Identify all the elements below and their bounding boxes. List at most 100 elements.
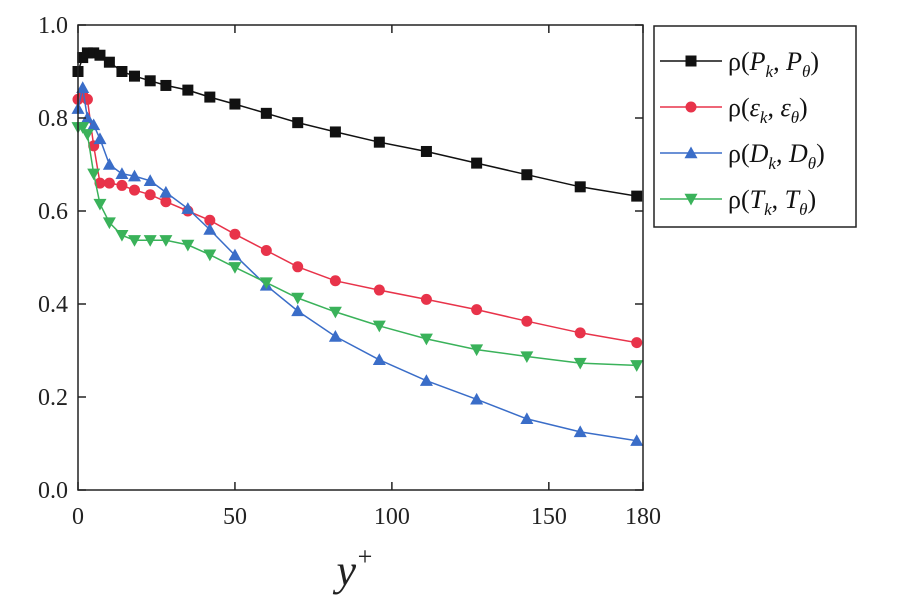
- x-tick-label: 150: [531, 504, 567, 530]
- data-point: [573, 357, 587, 370]
- data-point: [80, 129, 94, 141]
- data-point: [684, 193, 698, 206]
- data-point: [76, 81, 90, 93]
- series-1: [72, 47, 643, 202]
- x-tick-label: 180: [625, 504, 661, 530]
- data-point: [115, 229, 129, 242]
- data-point: [160, 196, 172, 208]
- data-point: [292, 117, 304, 129]
- x-axis-label: y+: [332, 542, 373, 595]
- plot-area: [71, 47, 644, 446]
- legend-item: ρ(Dk, Dθ): [660, 139, 825, 173]
- data-point: [372, 320, 386, 333]
- data-point: [373, 284, 385, 296]
- axes: 0 50 100 150 180 0.0 0.2 0.4 0.6 0.8 1.0 y+: [38, 13, 661, 595]
- data-point: [76, 122, 90, 134]
- data-point: [87, 168, 101, 181]
- data-point: [292, 261, 304, 273]
- data-point: [328, 306, 342, 319]
- series-line: [78, 126, 637, 367]
- data-point: [102, 217, 116, 230]
- data-point: [93, 198, 107, 211]
- data-point: [420, 145, 432, 157]
- data-point: [373, 136, 385, 148]
- data-point: [631, 337, 643, 349]
- data-point: [102, 158, 116, 170]
- legend-item: ρ(εk, εθ): [660, 93, 808, 127]
- y-tick-label: 0.6: [38, 199, 68, 225]
- data-point: [630, 434, 644, 446]
- data-point: [419, 333, 433, 346]
- data-point: [685, 101, 697, 113]
- data-point: [182, 84, 194, 96]
- data-point: [143, 174, 157, 186]
- data-point: [128, 235, 141, 247]
- data-point: [80, 111, 94, 124]
- data-point: [574, 181, 586, 193]
- data-point: [573, 425, 587, 438]
- data-point: [291, 304, 305, 317]
- data-point: [521, 315, 533, 327]
- data-point: [520, 412, 534, 425]
- data-point: [94, 49, 106, 61]
- legend-label: ρ(εk, εθ): [728, 93, 808, 127]
- series-3: [71, 81, 644, 446]
- data-point: [144, 75, 156, 87]
- data-point: [229, 98, 241, 110]
- data-point: [203, 249, 217, 262]
- data-point: [87, 118, 101, 131]
- data-point: [471, 157, 483, 169]
- data-point: [229, 228, 241, 240]
- x-tick-label: 0: [72, 504, 84, 530]
- data-point: [420, 293, 432, 305]
- series-line: [77, 87, 637, 442]
- legend-label: ρ(Pk, Pθ): [728, 47, 819, 81]
- data-point: [471, 304, 483, 316]
- legend-item: ρ(Pk, Pθ): [660, 47, 819, 81]
- data-point: [291, 292, 305, 305]
- data-point: [329, 126, 341, 138]
- data-point: [115, 167, 129, 179]
- data-point: [372, 353, 386, 365]
- data-point: [159, 235, 173, 247]
- data-point: [574, 327, 586, 339]
- data-point: [94, 177, 106, 189]
- data-point: [260, 245, 272, 257]
- y-tick-label: 0.2: [38, 385, 68, 411]
- data-point: [88, 47, 100, 59]
- data-point: [520, 351, 534, 364]
- y-tick-label: 1.0: [38, 13, 68, 39]
- data-point: [160, 79, 172, 91]
- legend: ρ(Pk, Pθ) ρ(εk, εθ) ρ(Dk, Dθ) ρ(Tk, Tθ): [653, 25, 857, 228]
- plot-frame: [77, 24, 644, 491]
- data-point: [181, 202, 195, 214]
- data-point: [116, 179, 128, 191]
- legend-item: ρ(Tk, Tθ): [660, 185, 816, 219]
- data-point: [259, 277, 273, 290]
- y-tick-label: 0.8: [38, 106, 68, 132]
- series-2: [72, 89, 643, 349]
- series-line: [77, 52, 637, 197]
- data-point: [204, 91, 216, 103]
- data-point: [470, 344, 484, 357]
- data-point: [204, 214, 216, 226]
- data-point: [203, 223, 217, 235]
- x-tick-label: 100: [374, 504, 410, 530]
- data-point: [81, 47, 93, 59]
- data-point: [181, 239, 195, 252]
- data-point: [93, 132, 107, 145]
- data-point: [143, 235, 157, 247]
- data-point: [228, 248, 242, 261]
- data-point: [159, 185, 173, 198]
- data-point: [328, 330, 342, 342]
- y-tick-label: 0.0: [38, 478, 68, 504]
- data-point: [144, 189, 156, 201]
- data-point: [103, 177, 115, 189]
- data-point: [260, 107, 272, 119]
- series-line: [77, 93, 637, 344]
- data-point: [129, 184, 140, 196]
- data-point: [470, 392, 484, 405]
- data-point: [103, 56, 115, 68]
- data-point: [129, 70, 140, 82]
